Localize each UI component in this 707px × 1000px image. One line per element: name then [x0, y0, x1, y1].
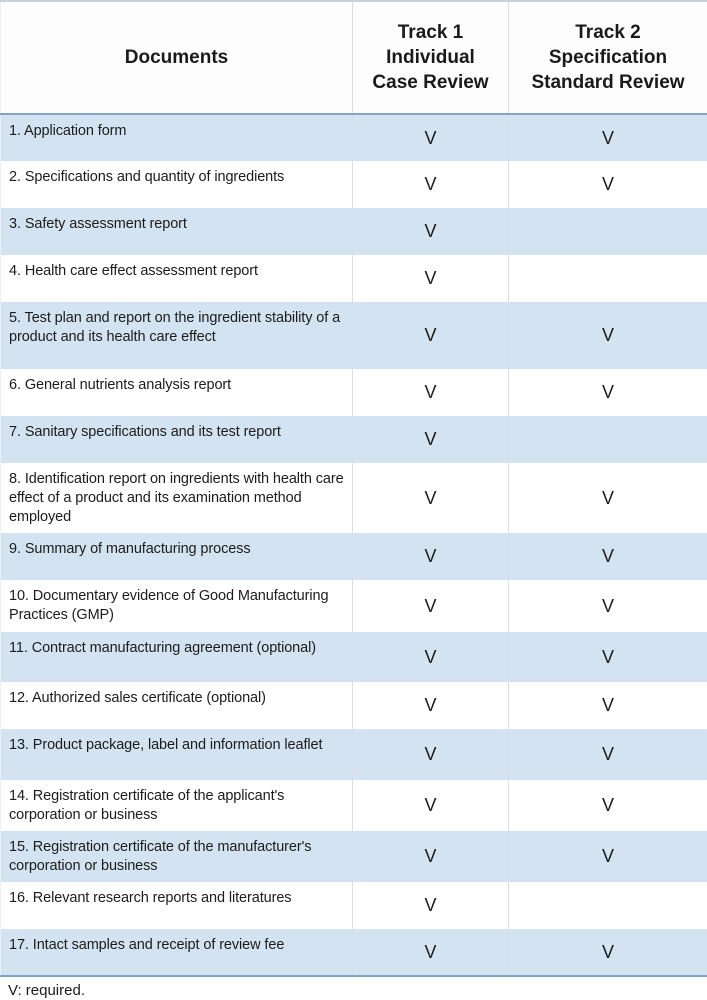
- checklist-table: Documents Track 1 Individual Case Review…: [0, 0, 707, 977]
- track1-required-mark: V: [352, 882, 509, 929]
- table-header: Documents Track 1 Individual Case Review…: [0, 1, 707, 115]
- track2-required-mark: [508, 882, 707, 929]
- document-name: 17. Intact samples and receipt of review…: [9, 937, 285, 953]
- track1-required-mark: V: [352, 302, 509, 369]
- track1-required-mark: V: [352, 831, 509, 882]
- col-header-track2: Track 2 Specification Standard Review: [508, 1, 707, 115]
- track1-required-mark: V: [352, 114, 509, 161]
- document-name: 16. Relevant research reports and litera…: [9, 890, 292, 906]
- track2-required-mark: [508, 416, 707, 463]
- document-name: 1. Application form: [9, 123, 127, 139]
- document-name: 15. Registration certificate of the manu…: [9, 839, 312, 874]
- track2-required-mark: V: [508, 780, 707, 831]
- table-row: 7. Sanitary specifications and its test …: [0, 416, 707, 463]
- track1-required-mark: V: [352, 729, 509, 780]
- document-name: 8. Identification report on ingredients …: [9, 471, 344, 525]
- track2-required-mark: V: [508, 463, 707, 533]
- footnote: V: required.: [0, 977, 707, 999]
- table-row: 2. Specifications and quantity of ingred…: [0, 161, 707, 208]
- track1-required-mark: V: [352, 161, 509, 208]
- table-row: 12. Authorized sales certificate (option…: [0, 682, 707, 729]
- table-row: 9. Summary of manufacturing process V V: [0, 533, 707, 580]
- track2-required-mark: V: [508, 302, 707, 369]
- table-row: 11. Contract manufacturing agreement (op…: [0, 632, 707, 682]
- col-header-track1: Track 1 Individual Case Review: [352, 1, 509, 115]
- track1-required-mark: V: [352, 780, 509, 831]
- track2-required-mark: V: [508, 682, 707, 729]
- track2-required-mark: V: [508, 114, 707, 161]
- document-name: 3. Safety assessment report: [9, 216, 187, 232]
- table-row: 4. Health care effect assessment report …: [0, 255, 707, 302]
- track2-required-mark: V: [508, 929, 707, 976]
- track2-required-mark: V: [508, 632, 707, 682]
- table-row: 1. Application form V V: [0, 114, 707, 161]
- document-name: 5. Test plan and report on the ingredien…: [9, 310, 341, 345]
- track1-required-mark: V: [352, 208, 509, 255]
- document-name: 11. Contract manufacturing agreement (op…: [9, 640, 316, 656]
- table-row: 6. General nutrients analysis report V V: [0, 369, 707, 416]
- table-row: 10. Documentary evidence of Good Manufac…: [0, 580, 707, 632]
- document-name: 9. Summary of manufacturing process: [9, 541, 251, 557]
- table-row: 8. Identification report on ingredients …: [0, 463, 707, 533]
- track1-required-mark: V: [352, 463, 509, 533]
- document-name: 6. General nutrients analysis report: [9, 377, 232, 393]
- track1-required-mark: V: [352, 255, 509, 302]
- track1-required-mark: V: [352, 929, 509, 976]
- document-name: 12. Authorized sales certificate (option…: [9, 690, 266, 706]
- track2-required-mark: V: [508, 369, 707, 416]
- document-name: 13. Product package, label and informati…: [9, 737, 323, 753]
- track2-required-mark: V: [508, 831, 707, 882]
- document-name: 2. Specifications and quantity of ingred…: [9, 169, 285, 185]
- track1-required-mark: V: [352, 682, 509, 729]
- document-name: 14. Registration certificate of the appl…: [9, 788, 285, 823]
- table-row: 17. Intact samples and receipt of review…: [0, 929, 707, 976]
- track1-required-mark: V: [352, 580, 509, 632]
- track2-required-mark: V: [508, 729, 707, 780]
- col-header-documents: Documents: [0, 1, 353, 115]
- table-body: 1. Application form V V 2. Specification…: [0, 114, 707, 976]
- track2-required-mark: V: [508, 580, 707, 632]
- document-name: 7. Sanitary specifications and its test …: [9, 424, 281, 440]
- table-row: 3. Safety assessment report V: [0, 208, 707, 255]
- track2-required-mark: [508, 255, 707, 302]
- table-row: 16. Relevant research reports and litera…: [0, 882, 707, 929]
- track1-required-mark: V: [352, 632, 509, 682]
- track1-required-mark: V: [352, 416, 509, 463]
- document-name: 4. Health care effect assessment report: [9, 263, 258, 279]
- track1-required-mark: V: [352, 533, 509, 580]
- track2-required-mark: V: [508, 533, 707, 580]
- table-row: 5. Test plan and report on the ingredien…: [0, 302, 707, 369]
- table-row: 13. Product package, label and informati…: [0, 729, 707, 780]
- table-row: 15. Registration certificate of the manu…: [0, 831, 707, 882]
- document-name: 10. Documentary evidence of Good Manufac…: [9, 588, 329, 623]
- header-row: Documents Track 1 Individual Case Review…: [0, 1, 707, 115]
- table-row: 14. Registration certificate of the appl…: [0, 780, 707, 831]
- track1-required-mark: V: [352, 369, 509, 416]
- track2-required-mark: V: [508, 161, 707, 208]
- track2-required-mark: [508, 208, 707, 255]
